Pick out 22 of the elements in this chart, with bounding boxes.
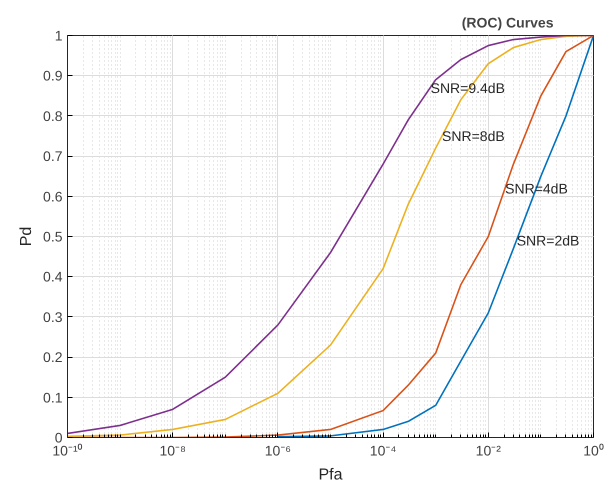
x-tick-label: 10⁰ <box>583 442 604 458</box>
y-tick-label: 0.3 <box>43 308 63 325</box>
y-tick-label: 0.1 <box>43 389 63 406</box>
chart-title: (ROC) Curves <box>462 14 554 30</box>
annotation: SNR=2dB <box>516 232 580 249</box>
y-tick-label: 0.9 <box>43 68 63 84</box>
y-tick-label: 0 <box>54 430 63 446</box>
x-tick-label: 10⁻¹⁰ <box>52 442 83 458</box>
x-tick-label: 10⁻² <box>476 442 502 458</box>
y-tick-label: 0.8 <box>43 108 63 124</box>
annotation: SNR=8dB <box>442 128 505 144</box>
y-tick-label: 0.5 <box>43 228 63 244</box>
x-tick-label: 10⁻⁴ <box>370 442 396 458</box>
y-tick-label: 0.7 <box>43 148 63 164</box>
y-tick-label: 1 <box>54 28 63 44</box>
x-axis-title: Pfa <box>318 466 343 484</box>
y-tick-label: 0.2 <box>43 349 63 366</box>
y-tick-label: 0.6 <box>43 188 63 204</box>
x-tick-label: 10⁻⁸ <box>159 442 186 458</box>
y-axis-title: Pd <box>18 226 36 246</box>
y-tick-label: 0.4 <box>43 268 63 285</box>
x-tick-label: 10⁻⁶ <box>264 442 292 458</box>
